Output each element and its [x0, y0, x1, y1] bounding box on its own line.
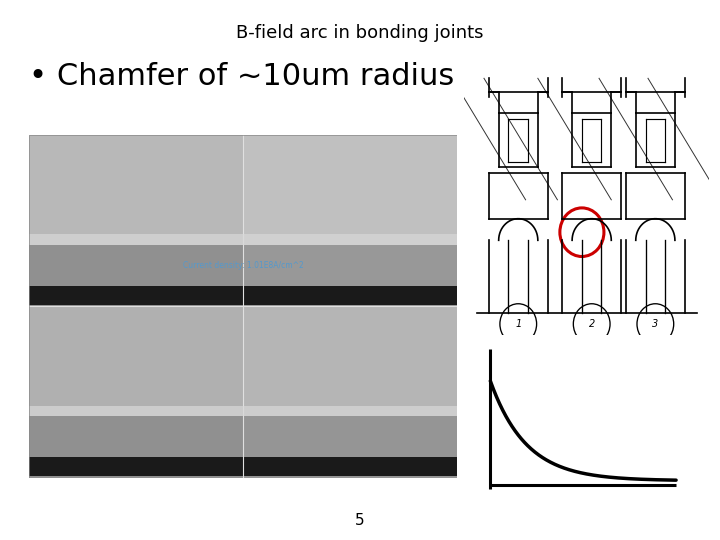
Bar — [243, 135, 457, 307]
Bar — [243, 416, 457, 478]
Bar — [29, 457, 243, 476]
Bar — [243, 286, 457, 305]
Bar — [29, 406, 457, 416]
Bar — [243, 245, 457, 307]
Bar — [243, 307, 457, 478]
Text: B-field arc in bonding joints: B-field arc in bonding joints — [236, 24, 484, 42]
Bar — [29, 286, 243, 305]
Bar — [243, 457, 457, 476]
Text: Current density: 1.01E8A/cm^2: Current density: 1.01E8A/cm^2 — [183, 261, 303, 270]
Bar — [29, 234, 457, 245]
Bar — [29, 416, 243, 478]
Text: 2: 2 — [588, 319, 595, 329]
Text: • Chamfer of ~10um radius: • Chamfer of ~10um radius — [29, 62, 454, 91]
Text: 3: 3 — [652, 319, 659, 329]
Bar — [29, 135, 243, 307]
Bar — [29, 307, 243, 478]
Text: 5: 5 — [355, 513, 365, 528]
Bar — [29, 245, 243, 307]
Text: 1: 1 — [515, 319, 521, 329]
